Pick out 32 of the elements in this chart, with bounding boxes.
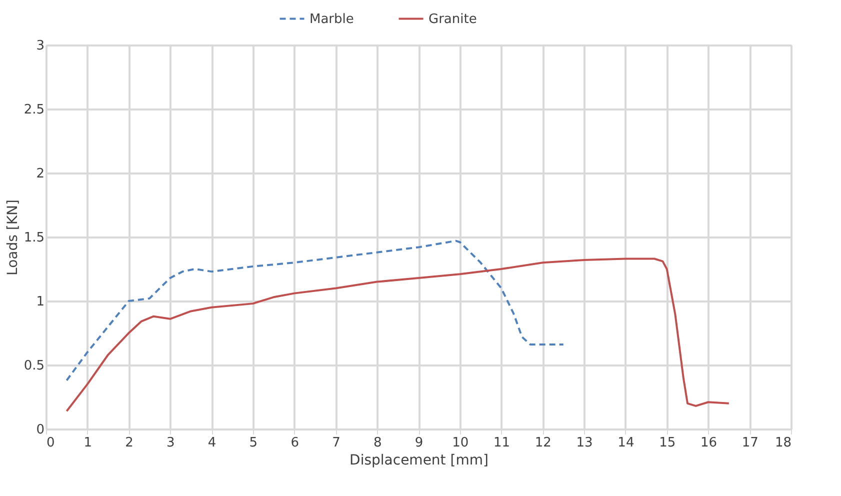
x-tick-label: 1 xyxy=(84,436,92,450)
y-axis-title: Loads [KN] xyxy=(4,200,21,276)
x-tick-label: 6 xyxy=(290,436,299,450)
legend-label: Marble xyxy=(310,12,354,27)
y-tick-label: 3 xyxy=(36,38,44,54)
x-tick-label: 9 xyxy=(414,436,424,450)
line-series xyxy=(66,240,564,382)
x-tick-label: 15 xyxy=(659,436,676,450)
x-tick-label: 2 xyxy=(125,436,134,450)
line-series xyxy=(66,258,730,412)
x-tick-label: 3 xyxy=(166,436,175,450)
x-axis-title: Displacement [mm] xyxy=(350,452,488,468)
y-tick-label: 0.5 xyxy=(24,358,44,374)
x-tick-label: 17 xyxy=(742,436,758,450)
y-tick-label: 0 xyxy=(36,422,44,438)
x-tick-label: 4 xyxy=(208,436,216,450)
x-tick-label: 7 xyxy=(332,436,340,450)
legend-label: Granite xyxy=(428,12,477,27)
x-tick-label: 11 xyxy=(494,436,510,450)
x-tick-label: 10 xyxy=(452,436,469,450)
y-tick-label: 2.5 xyxy=(24,102,44,118)
y-tick-label: 2 xyxy=(36,166,44,182)
x-tick-label: 8 xyxy=(373,436,382,450)
x-tick-label: 13 xyxy=(576,436,593,450)
x-tick-label: 16 xyxy=(700,436,717,450)
x-tick-label: 5 xyxy=(249,436,258,450)
x-tick-label: 0 xyxy=(46,436,55,450)
x-tick-label: 14 xyxy=(618,436,634,450)
y-tick-label: 1 xyxy=(36,294,44,310)
x-tick-label: 18 xyxy=(774,436,792,450)
y-tick-label: 1.5 xyxy=(24,230,44,246)
x-tick-label: 12 xyxy=(534,436,552,450)
